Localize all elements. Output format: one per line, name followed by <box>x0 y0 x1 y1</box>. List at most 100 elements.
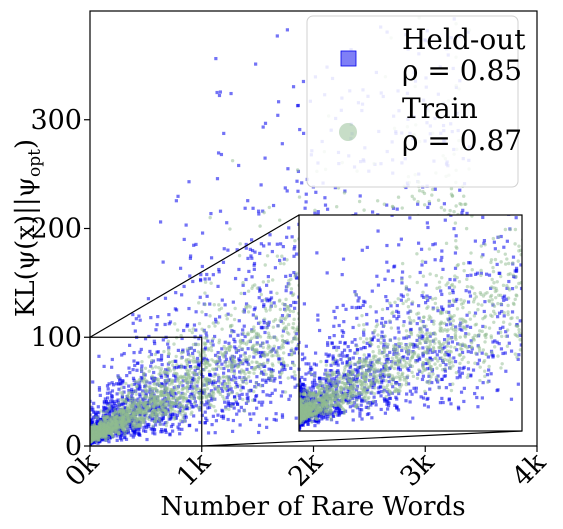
held-out-point <box>105 391 110 395</box>
held-out-point <box>247 269 251 274</box>
train-point <box>117 412 122 416</box>
held-out-point <box>110 381 114 385</box>
held-out-point <box>197 363 201 367</box>
train-point <box>218 376 222 381</box>
train-point <box>163 375 168 379</box>
train-point <box>158 422 163 427</box>
train-point <box>162 401 166 405</box>
train-point <box>241 309 245 314</box>
held-out-point <box>213 387 217 391</box>
held-out-point <box>234 350 239 354</box>
train-point <box>459 202 463 207</box>
held-out-point <box>138 394 142 398</box>
held-out-point <box>90 420 94 425</box>
held-out-point <box>161 338 165 342</box>
held-out-point <box>271 368 275 373</box>
held-out-point <box>260 383 265 388</box>
train-point <box>190 389 195 393</box>
held-out-point <box>128 370 132 375</box>
held-out-point <box>252 355 256 359</box>
held-out-point <box>121 402 125 406</box>
held-out-point <box>242 308 246 312</box>
held-out-point <box>132 430 136 435</box>
held-out-point <box>289 366 293 370</box>
held-out-point <box>425 2 428 5</box>
held-out-point <box>279 242 283 246</box>
held-out-point <box>292 247 296 251</box>
train-point <box>203 336 207 340</box>
train-point <box>212 378 216 383</box>
held-out-point <box>131 368 135 372</box>
train-point <box>266 279 271 284</box>
held-out-point <box>187 360 191 364</box>
held-out-point <box>158 220 163 224</box>
held-out-point <box>214 320 218 324</box>
held-out-point <box>126 397 130 401</box>
train-point <box>208 215 212 220</box>
train-point <box>259 384 263 388</box>
held-out-point <box>168 412 173 417</box>
train-point <box>189 412 193 416</box>
held-out-point <box>213 431 217 435</box>
held-out-point <box>413 6 416 9</box>
train-point <box>182 419 187 424</box>
held-out-point <box>274 418 278 422</box>
held-out-point <box>343 189 347 193</box>
held-out-point <box>292 270 296 275</box>
train-point <box>245 399 250 404</box>
held-out-point <box>279 361 284 366</box>
held-out-point <box>282 257 286 261</box>
train-point <box>237 253 242 258</box>
train-point <box>294 271 299 275</box>
train-point <box>183 411 187 416</box>
held-out-point <box>138 433 142 437</box>
train-point <box>174 354 178 359</box>
held-out-point <box>151 431 155 435</box>
held-out-point <box>219 152 224 157</box>
train-point <box>421 189 425 194</box>
train-point <box>153 352 158 357</box>
train-point <box>152 404 156 409</box>
train-point <box>271 335 276 339</box>
held-out-point <box>204 331 208 335</box>
train-point <box>154 365 158 369</box>
train-point <box>166 348 171 352</box>
held-out-point <box>108 402 112 406</box>
held-out-point <box>99 438 104 442</box>
train-point <box>130 424 135 429</box>
train-point <box>362 208 366 212</box>
held-out-point <box>115 407 119 411</box>
train-point <box>171 363 175 368</box>
held-out-point <box>233 340 237 344</box>
held-out-point <box>207 277 211 281</box>
train-point <box>253 283 257 287</box>
held-out-point <box>174 359 178 363</box>
held-out-point <box>460 211 464 215</box>
train-point <box>263 350 267 355</box>
held-out-point <box>256 321 261 325</box>
train-point <box>224 375 229 380</box>
held-out-point <box>257 212 261 216</box>
held-out-point <box>170 415 174 419</box>
train-point <box>258 224 262 228</box>
held-out-point <box>142 425 146 429</box>
train-point <box>375 199 380 203</box>
held-out-point <box>316 210 320 214</box>
train-point <box>166 379 170 383</box>
held-out-point <box>126 427 130 431</box>
held-out-point <box>235 412 239 416</box>
train-point <box>112 411 116 415</box>
train-point <box>148 398 153 402</box>
train-point <box>254 381 259 385</box>
held-out-point <box>119 431 123 435</box>
held-out-point <box>280 313 285 318</box>
held-out-point <box>118 435 123 439</box>
held-out-point <box>287 226 291 230</box>
train-point <box>265 360 270 365</box>
held-out-point <box>159 428 164 432</box>
held-out-point <box>250 256 254 260</box>
held-out-point <box>269 290 273 294</box>
held-out-point <box>287 397 291 402</box>
train-point <box>140 360 144 364</box>
held-out-point <box>201 358 205 362</box>
